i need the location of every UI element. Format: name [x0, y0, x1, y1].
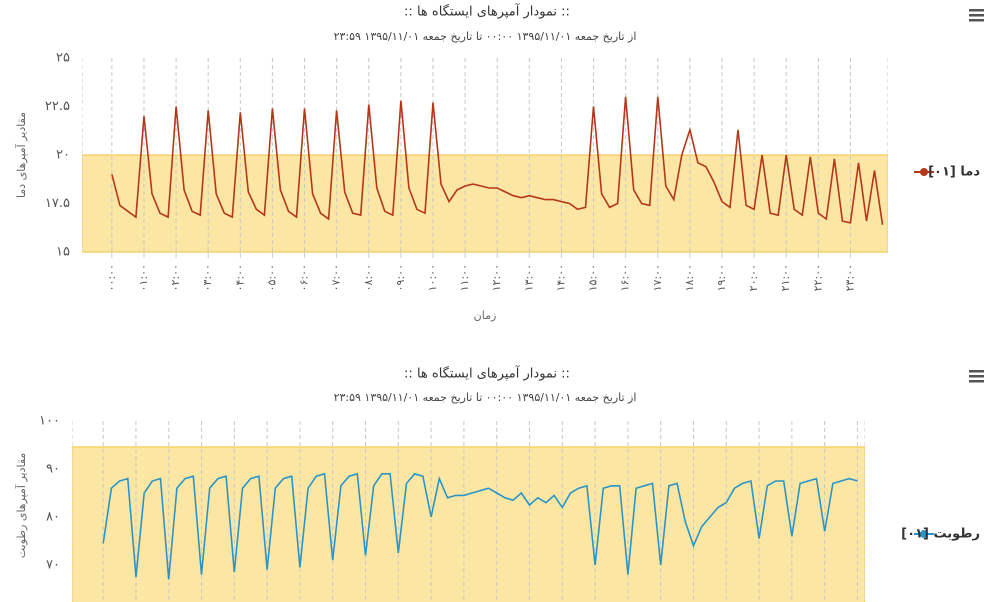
x-tick-label: ۲۲:۰۰ [811, 264, 824, 291]
x-tick-label: ۰۵:۰۰ [265, 264, 278, 291]
x-tick-label: ۰۴:۰۰ [233, 264, 246, 291]
chart-subtitle: از تاریخ جمعه ۱۳۹۵/۱۱/۰۱ ۰۰:۰۰ تا تاریخ … [334, 30, 637, 43]
y-axis-title: مقادیر آمپرهای رطوبت [14, 453, 28, 559]
x-tick-label: ۰۲:۰۰ [169, 264, 182, 291]
legend-symbol [920, 168, 928, 176]
x-tick-label: ۰۰:۰۰ [105, 264, 118, 291]
chart-subtitle: از تاریخ جمعه ۱۳۹۵/۱۱/۰۱ ۰۰:۰۰ تا تاریخ … [334, 391, 637, 404]
y-tick-label: ۲۲.۵ [45, 99, 70, 114]
plot-area [82, 58, 888, 253]
x-tick-label: ۱۲:۰۰ [490, 264, 503, 291]
y-tick-label: ۸۰ [46, 510, 60, 525]
y-tick-label: ۲۰ [56, 148, 70, 163]
x-tick-label: ۱۶:۰۰ [619, 264, 632, 291]
menu-icon[interactable] [969, 9, 984, 22]
x-tick-label: ۰۷:۰۰ [330, 264, 343, 291]
y-tick-label: ۹۰ [46, 462, 60, 477]
chart-title: :: نمودار آمپرهای ایستگاه ها :: [404, 3, 570, 20]
x-tick-label: ۱۱:۰۰ [458, 264, 471, 291]
x-tick-label: ۲۰:۰۰ [747, 264, 760, 291]
x-tick-label: ۱۸:۰۰ [683, 264, 696, 291]
data-line [102, 472, 858, 580]
x-tick-label: ۲۱:۰۰ [779, 264, 792, 291]
menu-icon[interactable] [969, 370, 984, 383]
x-axis-title: زمان [474, 309, 497, 322]
chart-title: :: نمودار آمپرهای ایستگاه ها :: [404, 365, 570, 382]
legend-symbol [920, 530, 928, 538]
x-tick-label: ۲۳:۰۰ [843, 264, 856, 291]
x-tick-label: ۱۴:۰۰ [554, 264, 567, 291]
data-line [111, 96, 884, 225]
x-tick-label: ۰۳:۰۰ [201, 264, 214, 291]
x-tick-label: ۰۱:۰۰ [137, 264, 150, 291]
y-axis-title: مقادیر آمپرهای دما [14, 112, 28, 198]
x-tick-label: ۱۳:۰۰ [522, 264, 535, 291]
plot-area [72, 421, 865, 602]
x-tick-label: ۱۷:۰۰ [651, 264, 664, 291]
x-tick-label: ۱۹:۰۰ [715, 264, 728, 291]
x-tick-label: ۱۵:۰۰ [587, 264, 600, 291]
y-tick-label: ۱۰۰ [39, 414, 60, 429]
y-tick-label: ۱۷.۵ [45, 196, 70, 211]
x-tick-label: ۱۰:۰۰ [426, 264, 439, 291]
legend-label: دما [۰۱] [928, 165, 980, 180]
legend-label: رطوبت [۰۱] [901, 527, 980, 542]
x-tick-label: ۰۸:۰۰ [362, 264, 375, 291]
y-tick-label: ۱۵ [56, 245, 70, 260]
x-tick-label: ۰۹:۰۰ [394, 264, 407, 291]
x-tick-label: ۰۶:۰۰ [298, 264, 311, 291]
y-tick-label: ۲۵ [56, 51, 70, 66]
y-tick-label: ۷۰ [46, 558, 60, 573]
plot-band [72, 446, 865, 602]
